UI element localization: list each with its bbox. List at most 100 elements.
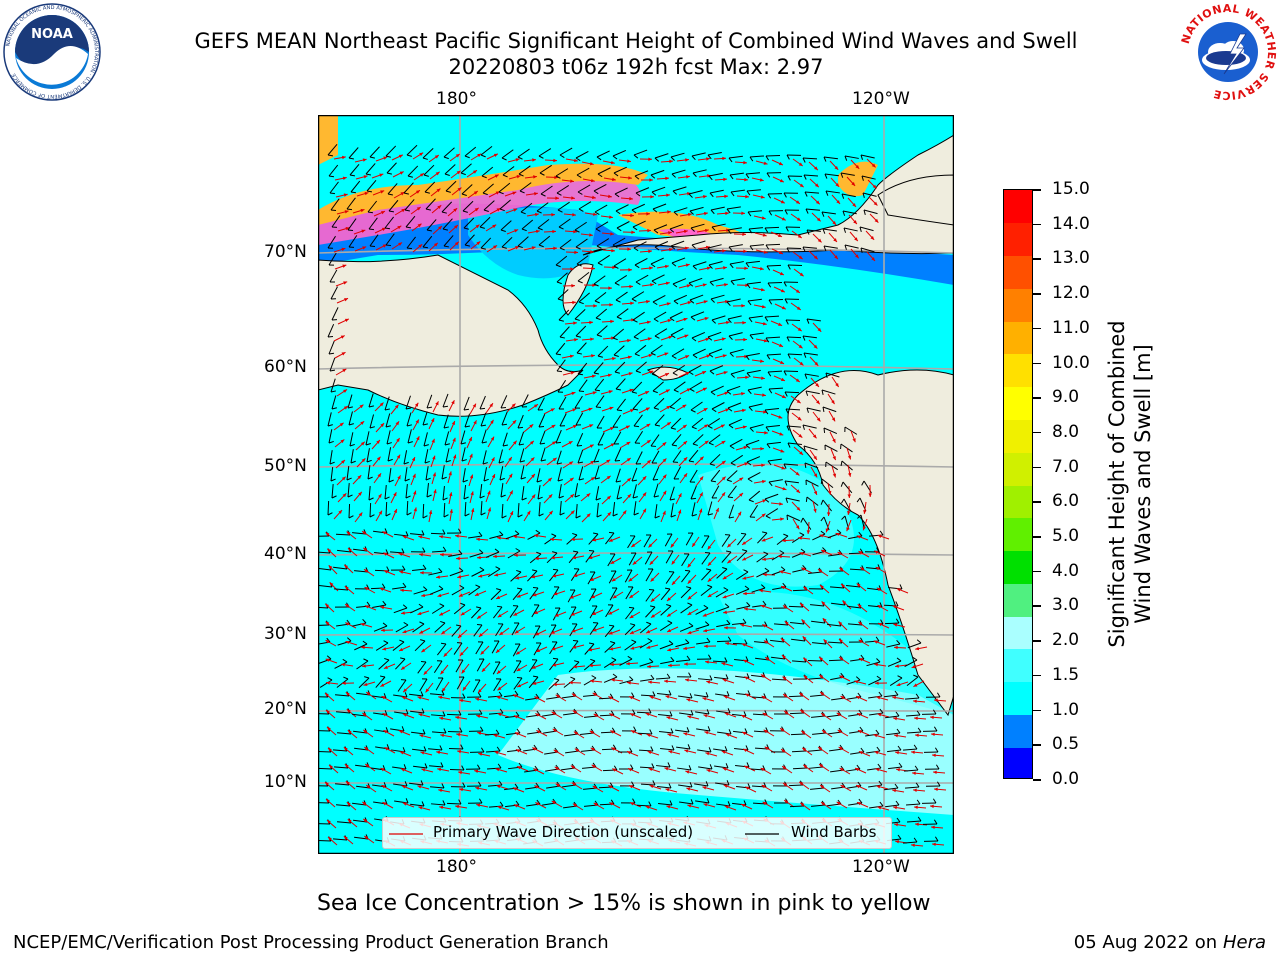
wave-direction-arrowhead	[813, 508, 817, 513]
wave-direction-arrowhead	[491, 457, 495, 462]
wind-barb-flag	[632, 408, 639, 411]
wind-barb-flag	[787, 264, 791, 270]
wave-direction-arrowhead	[855, 254, 859, 259]
wave-direction-arrowhead	[495, 767, 500, 772]
wave-direction-arrowhead	[590, 337, 594, 341]
wind-barb	[557, 379, 567, 393]
wave-direction-arrowhead	[930, 715, 934, 720]
wind-barb-flag	[578, 390, 585, 393]
wave-direction-arrowhead	[670, 543, 675, 548]
wave-direction-arrowhead	[608, 631, 613, 635]
wave-direction-arrowhead	[398, 242, 403, 246]
wave-direction-arrowhead	[813, 473, 818, 478]
wind-barb-flag	[405, 798, 409, 804]
wind-barb	[388, 199, 399, 212]
wind-barb	[385, 413, 391, 428]
wind-barb	[670, 327, 684, 336]
wind-barb-flag	[386, 172, 392, 175]
wind-barb	[517, 502, 520, 518]
wind-barb-flag	[346, 477, 352, 481]
lat-label-30n: 30°N	[264, 624, 307, 644]
wave-direction-arrowhead	[611, 747, 616, 751]
wave-direction-arrowhead	[780, 200, 785, 204]
wave-direction-arrowhead	[762, 499, 767, 503]
wave-direction-arrowhead	[551, 556, 555, 560]
colorbar-tick-mark	[1033, 189, 1041, 191]
wave-direction-arrowhead	[831, 417, 836, 422]
wave-direction-arrowhead	[628, 176, 632, 180]
wind-barb-flag	[726, 780, 730, 786]
wave-direction-arrowhead	[646, 423, 651, 428]
wave-direction-arrowhead	[646, 733, 651, 738]
wave-direction-arrowhead	[763, 640, 768, 644]
wind-barb-flag	[418, 603, 424, 608]
wind-barb-flag	[762, 531, 768, 534]
wave-direction-arrowhead	[384, 747, 389, 751]
wave-direction-arrowhead	[509, 490, 513, 495]
wind-barb-flag	[667, 620, 673, 624]
wind-barb	[679, 801, 694, 805]
wave-direction-arrowhead	[841, 584, 845, 588]
wind-barb-flag	[707, 247, 712, 252]
wind-barb	[652, 294, 666, 303]
wind-barb	[764, 408, 779, 411]
wave-direction-arrowhead	[611, 248, 615, 253]
wave-direction-arrowhead	[646, 440, 651, 444]
wave-direction-arrowhead	[361, 458, 366, 463]
wave-direction-arrowhead	[536, 730, 541, 734]
wave-direction-arrowhead	[648, 543, 653, 548]
wind-barb-flag	[633, 512, 639, 516]
wind-barb-flag	[727, 229, 732, 235]
wind-barb-flag	[421, 708, 425, 714]
wave-direction-arrowhead	[574, 748, 579, 753]
wind-barb-flag	[748, 406, 753, 412]
wave-direction-arrowhead	[552, 229, 556, 234]
wind-barb-flag	[652, 478, 659, 481]
wave-direction-arrowhead	[857, 730, 862, 734]
wave-direction-arrowhead	[345, 226, 350, 231]
wave-direction-arrowhead	[344, 586, 349, 590]
wind-barb	[765, 508, 779, 517]
wave-direction-arrowhead	[345, 692, 350, 696]
colorbar-tick-mark	[1033, 431, 1041, 434]
wind-barb-flag	[388, 210, 395, 213]
wave-direction-arrowhead	[707, 545, 712, 550]
wind-barb-flag	[383, 782, 387, 788]
wind-barb	[334, 766, 349, 769]
wave-direction-arrowhead	[873, 201, 878, 206]
wind-barb-flag	[578, 478, 584, 481]
wave-direction-arrowhead	[834, 165, 839, 170]
wind-barb-flag	[482, 192, 488, 196]
wave-direction-arrowhead	[642, 492, 647, 497]
wind-barb	[823, 427, 838, 434]
wind-barb	[612, 415, 622, 428]
wind-barb-flag	[613, 354, 619, 357]
wave-direction-arrowhead	[325, 603, 330, 608]
wind-barb	[318, 750, 332, 753]
wind-barb-flag	[593, 372, 600, 375]
wave-direction-arrowhead	[742, 321, 746, 325]
wave-direction-arrowhead	[360, 421, 365, 425]
wave-direction-arrowhead	[448, 471, 452, 476]
wind-barb	[766, 353, 782, 356]
wind-barb-flag	[897, 745, 902, 751]
wind-barb-flag	[861, 175, 864, 181]
wave-direction-arrowhead	[839, 567, 844, 572]
wave-direction-arrowhead	[474, 769, 479, 774]
wave-direction-arrowhead	[723, 610, 727, 614]
wind-barb	[708, 348, 723, 355]
wave-direction-arrowhead	[704, 424, 709, 428]
wave-direction-arrowhead	[650, 614, 655, 618]
wave-direction-arrowhead	[383, 552, 388, 556]
wind-barb	[331, 307, 339, 321]
wind-barb	[767, 281, 783, 284]
wind-barb-flag	[461, 459, 467, 462]
wind-barb-flag	[387, 458, 393, 462]
wind-barb-flag	[402, 565, 406, 571]
wind-barb	[464, 234, 475, 246]
wind-barb-flag	[858, 531, 863, 537]
wind-barb-flag	[634, 264, 640, 269]
wind-barb	[511, 622, 520, 636]
wave-direction-arrowhead	[341, 352, 346, 356]
wave-direction-arrowhead	[878, 622, 883, 627]
